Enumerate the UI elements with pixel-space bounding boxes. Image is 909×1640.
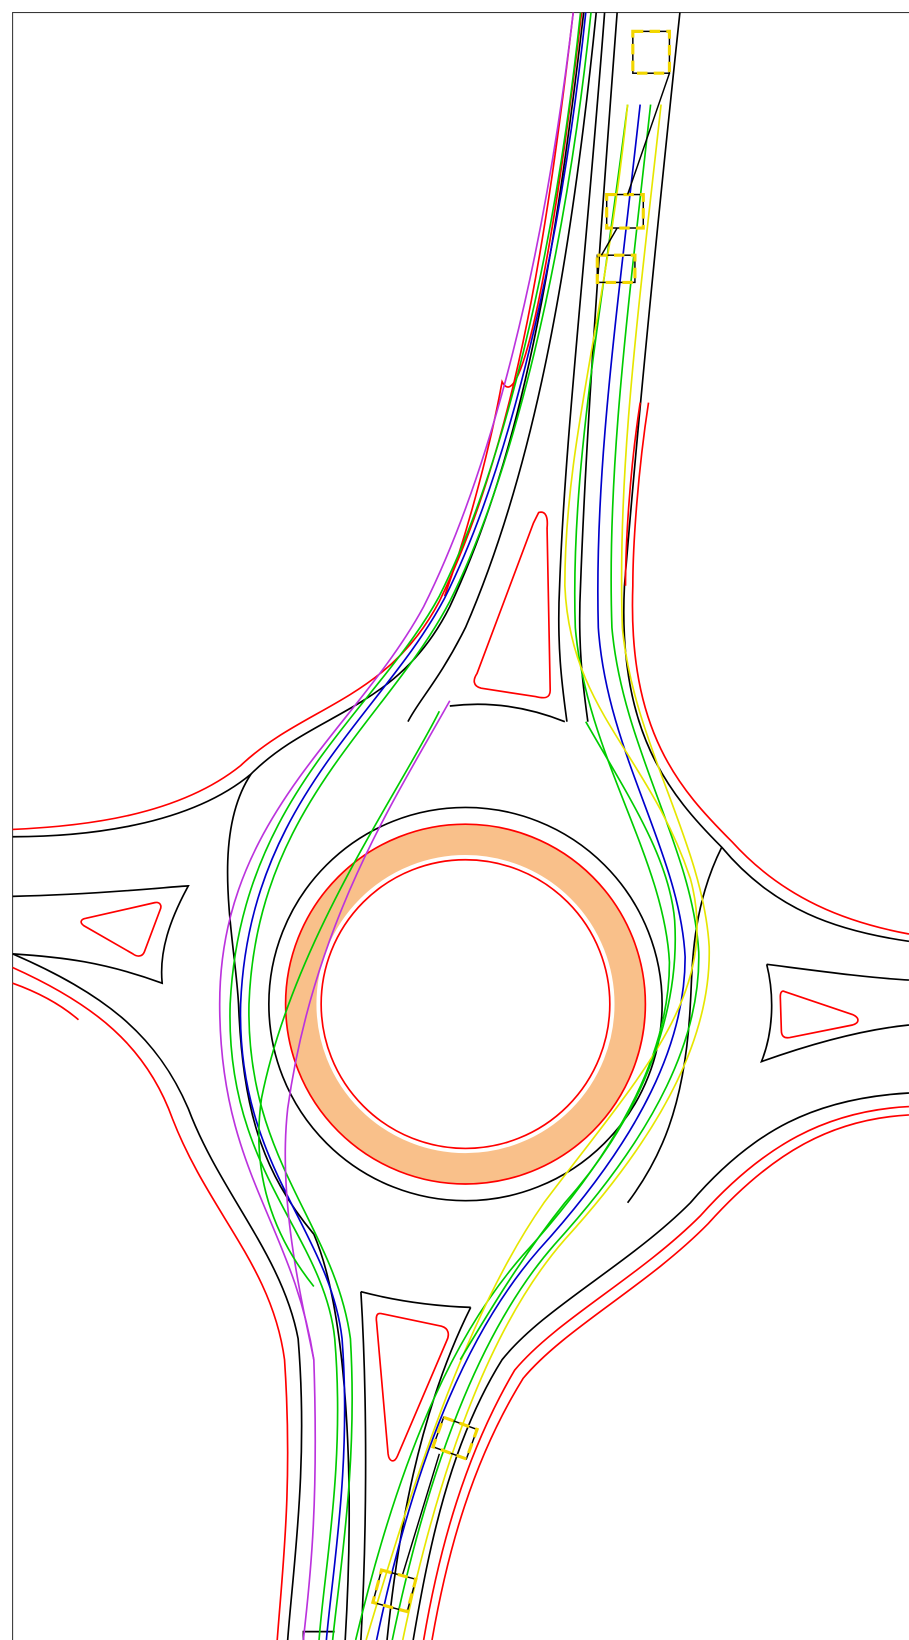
kerb-line [422,1105,909,1640]
splitter-edge [360,1290,471,1309]
apron-inner-gap [316,855,615,1154]
swept-path [375,104,686,1640]
lane-line [557,12,606,722]
splitter-edge [449,703,566,723]
road-edge [12,953,303,1640]
splitter-edge [760,963,909,1064]
swept-path [354,104,671,1640]
vehicle-wheels [595,253,637,284]
kerb-line [12,12,575,831]
swept-path [391,104,700,1640]
kerb-line [12,966,289,1640]
swept-path [401,104,711,1640]
apron-outer-edge [284,823,647,1185]
swept-path [239,12,587,1640]
kerb-line [631,402,909,935]
central-island-apron [285,824,646,1184]
splitter-island [375,1312,450,1462]
vehicle-link [600,72,671,256]
lane-line [360,1291,367,1640]
swept-path [229,12,582,1640]
circulatory-outer-edge [226,773,315,1235]
kerb-line [443,12,583,597]
swept-path [365,104,698,1640]
road-edge [622,12,909,943]
road-edge [12,12,585,838]
swept-path [459,721,677,1361]
lane-line [386,1307,472,1640]
road-edge [412,1092,909,1640]
splitter-edge [12,884,190,985]
vehicle-wheels [631,29,672,75]
splitter-island [80,901,162,957]
vehicle-body [596,254,636,284]
swept-path [284,700,451,1360]
splitter-island [473,511,552,699]
vehicle-wheels [605,192,645,230]
circulatory-inner-edge [268,806,663,1202]
swept-path [258,710,441,1288]
kerb-line [624,402,641,586]
splitter-island [779,990,859,1039]
kerb-line [431,1114,909,1640]
vehicle-link [402,1453,441,1575]
island-edge [320,858,611,1150]
swept-path [248,12,592,1640]
vehicle-wheels [430,1415,480,1461]
kerb-line [12,982,80,1021]
vehicle-wheels [370,1568,418,1614]
sheet-frame [12,12,909,1640]
swept-path [218,12,575,1640]
lane-line [407,12,598,723]
circulatory-outer-edge [626,846,723,1204]
vehicle-body [632,30,671,74]
